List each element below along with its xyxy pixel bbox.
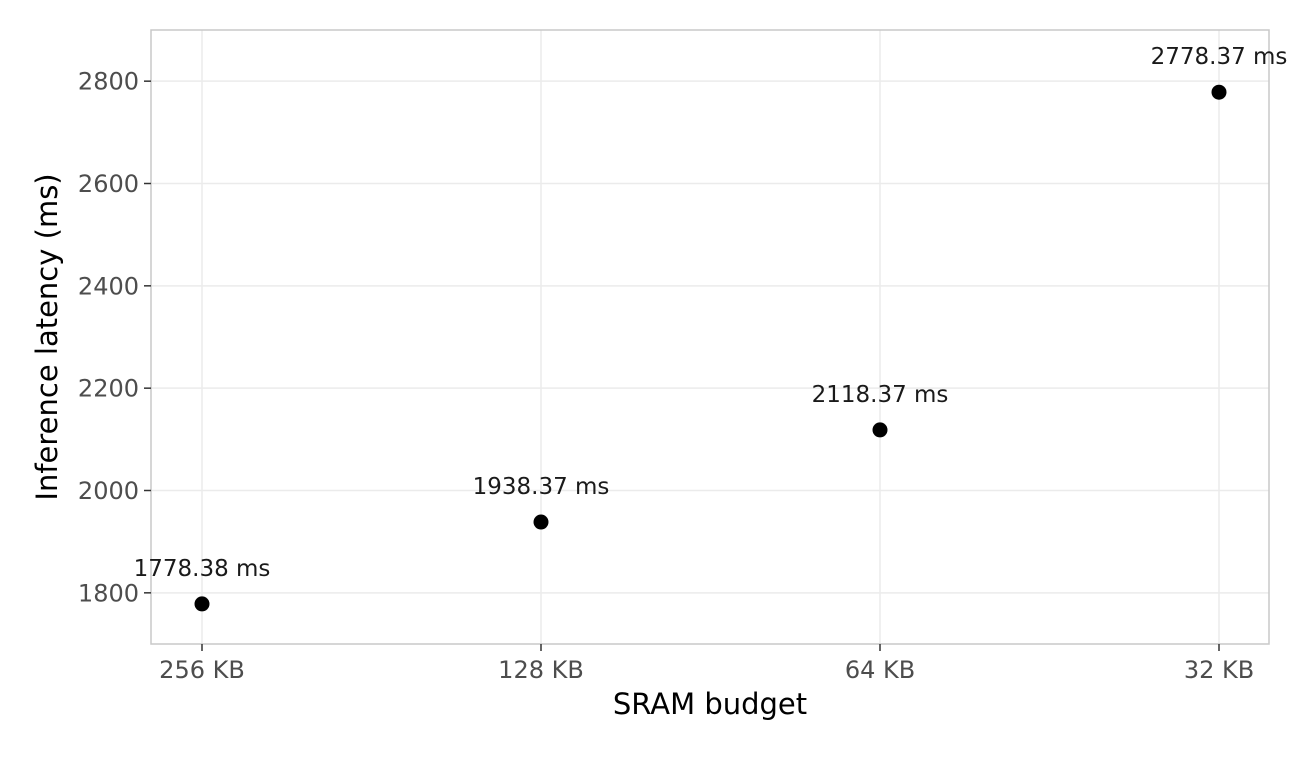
data-label: 2118.37 ms	[812, 382, 949, 408]
plot-panel	[150, 29, 1270, 645]
data-point	[533, 514, 549, 530]
grid-lines	[151, 30, 1269, 644]
data-label: 1778.38 ms	[134, 556, 271, 582]
data-points	[194, 84, 1227, 612]
data-point	[194, 596, 210, 612]
y-tick-label: 1800	[78, 579, 139, 607]
y-tick-label: 2000	[78, 477, 139, 505]
data-point	[1211, 84, 1227, 100]
x-axis-title: SRAM budget	[613, 687, 807, 721]
y-tick-label: 2600	[78, 170, 139, 198]
y-tick-label: 2800	[78, 68, 139, 96]
data-labels: 1778.38 ms 1938.37 ms 2118.37 ms 2778.37 ms	[134, 44, 1288, 582]
y-axis-ticks: 1800 2000 2200 2400 2600 2800	[78, 68, 151, 607]
x-axis-ticks: 256 KB 128 KB 64 KB 32 KB	[159, 644, 1254, 684]
x-tick-label: 128 KB	[498, 656, 584, 684]
y-tick-label: 2400	[78, 272, 139, 300]
data-point	[872, 422, 888, 438]
data-label: 1938.37 ms	[473, 474, 610, 500]
x-tick-label: 32 KB	[1184, 656, 1254, 684]
x-tick-label: 256 KB	[159, 656, 245, 684]
y-axis-title: Inference latency (ms)	[30, 173, 64, 500]
data-label: 2778.37 ms	[1151, 44, 1288, 70]
y-tick-label: 2200	[78, 375, 139, 403]
x-tick-label: 64 KB	[845, 656, 915, 684]
